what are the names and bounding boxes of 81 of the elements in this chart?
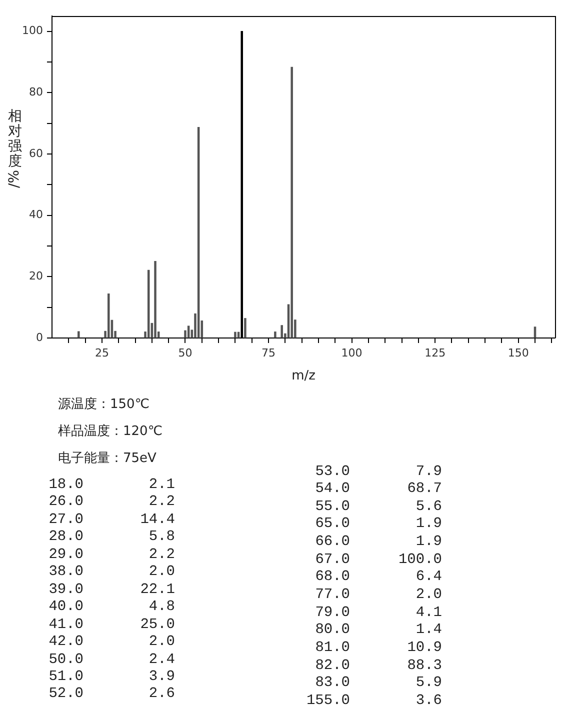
bar bbox=[280, 325, 283, 338]
x-tick-label: 25 bbox=[94, 346, 109, 360]
text: 40.0 bbox=[48, 599, 84, 617]
bar bbox=[534, 326, 536, 338]
text: 样品温度：120℃ bbox=[58, 423, 162, 441]
text: 88.3 bbox=[406, 658, 442, 676]
x-tick-label: 100 bbox=[341, 346, 362, 360]
text: 4.8 bbox=[148, 599, 175, 617]
text: 2.2 bbox=[148, 546, 175, 564]
text: 51.0 bbox=[48, 668, 84, 686]
text: 2.2 bbox=[148, 494, 175, 512]
text: 7.9 bbox=[414, 464, 442, 482]
text: 155.0 bbox=[305, 693, 350, 711]
text: 52.0 bbox=[48, 686, 84, 704]
bar bbox=[234, 332, 236, 338]
text: 1.9 bbox=[414, 534, 442, 552]
bar bbox=[78, 331, 80, 338]
text: 50.0 bbox=[48, 652, 84, 669]
text: 22.1 bbox=[139, 582, 175, 600]
text: 6.4 bbox=[414, 569, 442, 588]
bar bbox=[108, 294, 110, 338]
text: 14.4 bbox=[139, 512, 175, 530]
bar bbox=[154, 261, 156, 338]
text: 77.0 bbox=[314, 587, 350, 605]
text: 38.0 bbox=[48, 564, 84, 582]
text: 源温度：150℃ bbox=[58, 396, 150, 414]
text: 2.4 bbox=[148, 652, 175, 669]
text: 电子能量：75eV bbox=[58, 450, 156, 468]
text: 55.0 bbox=[314, 498, 350, 516]
text: 3.9 bbox=[148, 668, 175, 686]
text: 3.6 bbox=[414, 693, 442, 711]
x-axis-title: m/z bbox=[292, 368, 316, 384]
text: 5.8 bbox=[148, 529, 175, 547]
text: 1.4 bbox=[414, 622, 442, 640]
text: 10.9 bbox=[406, 640, 442, 658]
text: 26.0 bbox=[48, 494, 84, 512]
x-tick-label: 150 bbox=[508, 346, 529, 360]
x-tick-label: 125 bbox=[424, 346, 446, 360]
text: 5.6 bbox=[414, 498, 442, 516]
y-axis-title: 相对强度/% bbox=[6, 108, 23, 188]
y-tick-label: 100 bbox=[22, 24, 43, 38]
text: 2.0 bbox=[148, 564, 175, 582]
text: 29.0 bbox=[48, 546, 84, 564]
bar bbox=[187, 326, 190, 338]
text: 68.7 bbox=[406, 481, 442, 499]
text: 65.0 bbox=[314, 516, 350, 534]
text: 28.0 bbox=[48, 529, 84, 547]
text: 2.1 bbox=[148, 477, 175, 494]
text: 53.0 bbox=[314, 464, 350, 482]
text: 67.0 bbox=[314, 552, 350, 570]
text: 66.0 bbox=[314, 534, 350, 552]
text: 41.0 bbox=[48, 616, 84, 634]
bar bbox=[290, 66, 293, 338]
text: 79.0 bbox=[314, 604, 350, 622]
text: 81.0 bbox=[314, 640, 350, 658]
text: 39.0 bbox=[48, 582, 84, 600]
text: 80.0 bbox=[314, 622, 350, 640]
text: 68.0 bbox=[314, 569, 350, 588]
text: 82.0 bbox=[314, 658, 350, 676]
text: 18.0 bbox=[48, 477, 84, 494]
text: 2.0 bbox=[148, 634, 175, 652]
text: 83.0 bbox=[314, 675, 350, 694]
text: 2.0 bbox=[414, 587, 442, 605]
text: 27.0 bbox=[48, 512, 84, 530]
text: 100.0 bbox=[397, 552, 442, 570]
text: 42.0 bbox=[48, 634, 84, 652]
y-tick-label: 40 bbox=[29, 208, 43, 222]
y-tick-label: 60 bbox=[29, 146, 43, 160]
bar bbox=[244, 318, 246, 338]
text: 5.9 bbox=[414, 675, 442, 694]
bar bbox=[274, 332, 276, 338]
x-tick-label: 75 bbox=[262, 346, 276, 360]
y-tick-label: 0 bbox=[36, 330, 43, 344]
text: 54.0 bbox=[314, 481, 350, 499]
text: 2.6 bbox=[148, 686, 175, 704]
x-tick-label: 50 bbox=[178, 346, 192, 360]
text: 1.9 bbox=[414, 516, 442, 534]
y-tick-label: 20 bbox=[29, 270, 43, 283]
text: 25.0 bbox=[139, 616, 175, 634]
text: 4.1 bbox=[414, 604, 442, 622]
y-tick-label: 80 bbox=[29, 86, 43, 99]
